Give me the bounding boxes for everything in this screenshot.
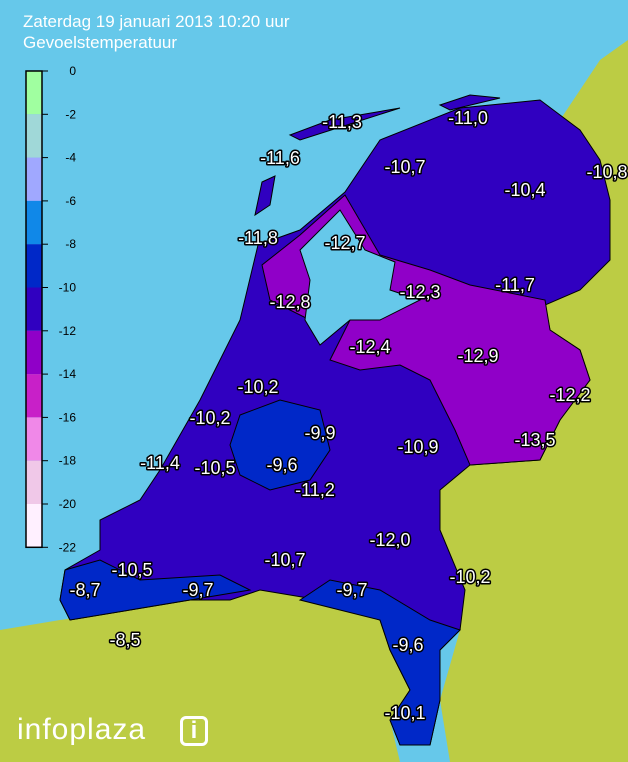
legend: 0 -2 -4 -6 -8 -10 -12 -14 -16 -18 -20 -22	[25, 64, 77, 554]
legend-swatch	[26, 374, 42, 418]
legend-tick-label: -18	[59, 454, 77, 468]
legend-swatch	[26, 157, 42, 201]
legend-swatch	[26, 114, 42, 158]
station-temperature: -11,3	[322, 112, 362, 132]
station-temperature: -10,2	[237, 377, 278, 397]
texel-island	[254, 175, 276, 217]
station-temperature: -11,7	[495, 275, 535, 295]
legend-tick-label: -12	[59, 324, 77, 338]
station-temperature: -10,7	[384, 157, 425, 177]
map-subtitle: Gevoelstemperatuur	[23, 33, 178, 52]
station-temperature: -12,9	[457, 346, 498, 366]
legend-tick-label: -16	[59, 410, 77, 424]
legend-swatch	[26, 330, 42, 375]
station-temperature: -13,5	[514, 430, 555, 450]
legend-swatch	[26, 287, 42, 331]
station-temperature: -12,2	[549, 385, 590, 405]
legend-tick-label: -10	[59, 281, 77, 295]
station-temperature: -10,8	[586, 162, 627, 182]
station-temperature: -8,7	[69, 580, 100, 600]
legend-swatch	[26, 460, 42, 504]
station-temperature: -10,2	[449, 567, 490, 587]
legend-tick-label: -14	[59, 367, 77, 381]
legend-tick-label: -4	[65, 151, 76, 165]
station-temperature: -9,7	[336, 580, 367, 600]
station-temperature: -12,4	[349, 337, 390, 357]
germany-land	[440, 40, 628, 762]
station-temperature: -11,4	[140, 453, 180, 473]
station-temperature: -12,3	[399, 282, 440, 302]
station-temperature: -8,5	[109, 630, 140, 650]
legend-frame	[25, 70, 43, 549]
station-temperature: -12,0	[369, 530, 410, 550]
station-temperature: -10,4	[504, 180, 545, 200]
legend-tick-label: -2	[65, 107, 76, 121]
legend-tick-label: -22	[59, 540, 77, 554]
infoplaza-logo: infoplaza	[17, 713, 147, 746]
legend-swatch	[26, 244, 42, 288]
legend-swatch	[26, 71, 42, 115]
legend-swatch	[26, 504, 42, 548]
station-temperature: -11,8	[238, 228, 278, 248]
warm-zone-zeeland	[59, 559, 252, 621]
station-temperature: -9,6	[266, 455, 297, 475]
legend-swatch	[26, 417, 42, 461]
station-temperature: -12,7	[324, 233, 365, 253]
station-temperature: -10,1	[384, 703, 425, 723]
warm-zone-holland	[229, 399, 331, 491]
wadden-islands	[288, 94, 501, 141]
legend-tick-label: 0	[69, 64, 76, 78]
station-temperature: -10,5	[111, 560, 152, 580]
legend-swatch	[26, 200, 42, 245]
map-title: Zaterdag 19 januari 2013 10:20 uur	[23, 12, 290, 31]
legend-tick-label: -8	[65, 237, 76, 251]
station-labels: -11,3 -11,0 -11,6 -10,7 -10,8 -10,4 -11,8 -12,7…	[68, 107, 628, 725]
station-temperature: -11,0	[448, 108, 488, 128]
station-temperature: -9,7	[182, 580, 213, 600]
station-temperature: -10,7	[264, 550, 305, 570]
warm-zone-limburg	[298, 579, 461, 746]
legend-tick-label: -6	[65, 194, 76, 208]
ijsselmeer	[299, 209, 422, 346]
station-temperature: -10,5	[194, 458, 235, 478]
station-temperature: -10,9	[397, 437, 438, 457]
station-temperature: -11,2	[295, 480, 335, 500]
station-temperature: -10,2	[189, 408, 230, 428]
belgium-land	[0, 590, 410, 762]
infoplaza-logo-mark: i	[180, 716, 208, 746]
station-temperature: -11,6	[260, 148, 300, 168]
station-temperature: -9,9	[304, 423, 335, 443]
station-temperature: -9,6	[392, 635, 423, 655]
station-temperature: -12,8	[269, 292, 310, 312]
legend-tick-label: -20	[59, 497, 77, 511]
